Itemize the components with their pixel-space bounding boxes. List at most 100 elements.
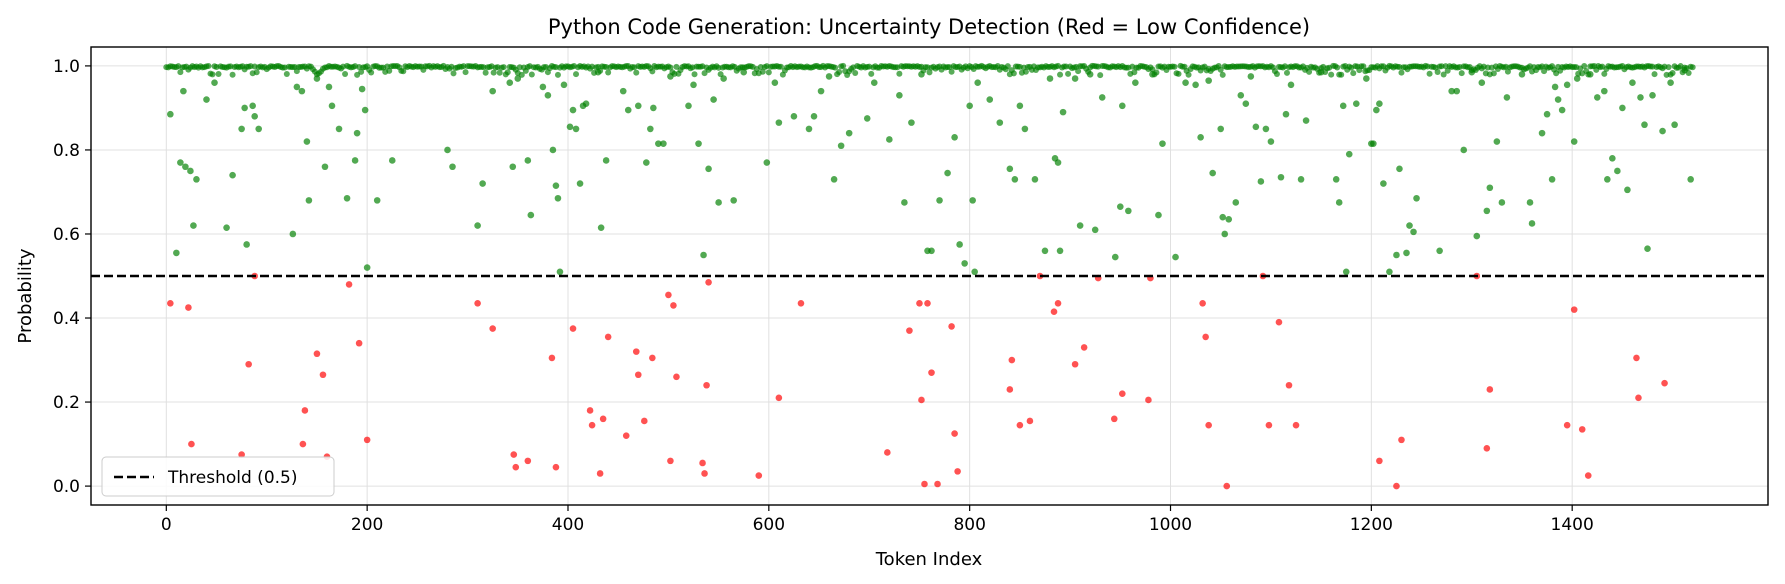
data-point [1345, 150, 1353, 158]
data-point [552, 182, 560, 189]
data-point [863, 115, 871, 122]
data-point [961, 260, 968, 267]
data-point [918, 71, 925, 78]
data-point-high-confidence [1273, 70, 1280, 77]
x-tick-label: 1200 [1350, 515, 1393, 535]
data-point [449, 163, 456, 171]
data-point [313, 350, 321, 358]
data-point [650, 104, 657, 112]
data-point-high-confidence [554, 71, 561, 78]
data-point-high-confidence [759, 68, 766, 75]
data-point [908, 119, 915, 126]
data-point [173, 249, 180, 257]
data-point [1098, 94, 1106, 101]
data-point [321, 163, 329, 171]
data-point [1687, 176, 1694, 183]
data-point [699, 459, 706, 467]
data-point [1386, 268, 1393, 276]
data-point [1026, 417, 1034, 425]
data-point [1518, 71, 1526, 78]
data-point [512, 463, 520, 471]
data-point-high-confidence [948, 68, 955, 75]
data-point-high-confidence [1581, 62, 1588, 69]
data-point [956, 241, 963, 248]
data-point-high-confidence [673, 63, 680, 70]
data-point-high-confidence [649, 68, 656, 75]
data-point-high-confidence [1689, 64, 1696, 71]
data-point-high-confidence [1458, 70, 1465, 77]
data-point [552, 463, 560, 471]
data-point [1393, 482, 1400, 490]
data-point-high-confidence [1541, 68, 1548, 75]
x-axis-ticks: 0 200 400 600 800 1000 1200 1400 [161, 505, 1594, 535]
data-point-high-confidence [573, 71, 580, 78]
data-point [373, 197, 381, 204]
data-point-high-confidence [1440, 71, 1447, 78]
data-point [643, 159, 650, 166]
data-point [569, 325, 577, 332]
data-point [188, 440, 195, 448]
data-point [1199, 300, 1206, 307]
data-point-high-confidence [1217, 66, 1224, 73]
data-point [572, 125, 580, 133]
data-point-high-confidence [605, 69, 612, 76]
data-point [667, 457, 674, 465]
data-point [474, 222, 481, 229]
data-point [203, 96, 210, 103]
data-point [313, 75, 321, 82]
data-point [549, 146, 557, 154]
data-point [1681, 66, 1688, 74]
data-point [1570, 306, 1578, 313]
data-point [1538, 129, 1546, 137]
data-point-high-confidence [450, 70, 457, 77]
data-point [1584, 472, 1592, 479]
data-point [554, 194, 562, 202]
data-point [298, 87, 306, 95]
data-point [1486, 386, 1494, 393]
data-point [951, 430, 958, 437]
legend-box [101, 456, 335, 497]
data-point [667, 73, 674, 80]
x-tick-label: 1000 [1149, 515, 1192, 535]
data-point [1046, 75, 1054, 82]
data-point-high-confidence [1097, 72, 1104, 79]
data-point [700, 251, 707, 259]
data-point [1629, 79, 1636, 87]
data-point [710, 96, 717, 103]
data-point [1071, 360, 1079, 368]
data-point [1493, 138, 1501, 145]
data-point [1624, 186, 1631, 194]
data-point [586, 407, 594, 414]
data-point [1659, 127, 1666, 135]
data-point [524, 157, 532, 164]
data-point [1282, 110, 1290, 118]
data-point [1292, 421, 1300, 429]
x-tick-label: 600 [753, 515, 785, 535]
data-point-high-confidence [215, 71, 222, 78]
data-point [514, 75, 522, 82]
data-point-high-confidence [832, 64, 839, 71]
data-point [660, 140, 667, 147]
data-point [1155, 211, 1162, 219]
data-point [596, 470, 604, 477]
data-point [1586, 71, 1594, 78]
data-point [238, 451, 245, 458]
data-point [825, 73, 833, 80]
data-point [1006, 165, 1014, 173]
data-point [1205, 421, 1212, 429]
data-point-high-confidence [1065, 70, 1072, 77]
data-point [1317, 68, 1325, 76]
y-tick-label: 0.8 [53, 141, 80, 161]
data-point [1363, 75, 1370, 82]
data-point [243, 241, 250, 248]
data-point-high-confidence [358, 68, 365, 75]
data-point-high-confidence [926, 69, 933, 76]
data-point [817, 87, 825, 95]
data-point [1473, 232, 1481, 240]
data-point-high-confidence [1426, 70, 1433, 77]
data-point [1021, 125, 1029, 133]
data-point [510, 451, 518, 458]
data-point-high-confidence [1398, 69, 1405, 76]
data-point-high-confidence [1306, 68, 1313, 75]
data-point [986, 96, 994, 103]
